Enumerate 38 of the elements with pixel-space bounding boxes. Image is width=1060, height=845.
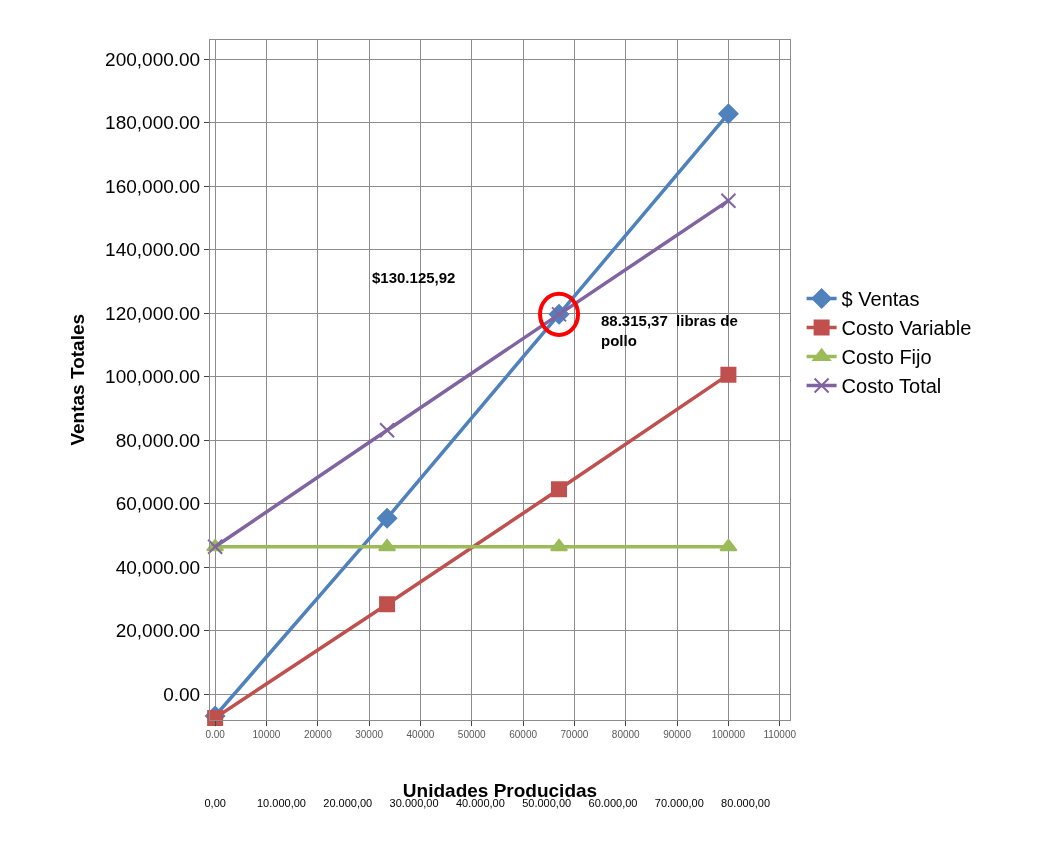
y-tick-label: 20,000.00 bbox=[115, 620, 201, 642]
x-tick-label: 50000 bbox=[457, 728, 487, 740]
x-tick-label: 30000 bbox=[355, 728, 384, 740]
legend-label: Costo Total bbox=[841, 375, 942, 398]
legend-label: Costo Variable bbox=[841, 317, 972, 340]
y-tick-label: 0.00 bbox=[163, 683, 201, 705]
x-tick-label: 80000 bbox=[611, 728, 641, 740]
y-tick-label: 100,000.00 bbox=[105, 366, 201, 388]
x2-tick-label: 40.000,00 bbox=[455, 797, 505, 809]
y-tick-label: 180,000.00 bbox=[105, 112, 201, 134]
x-tick-label: 20000 bbox=[303, 728, 333, 740]
legend-label: Costo Fijo bbox=[841, 346, 932, 369]
x-tick-label: 40000 bbox=[406, 728, 435, 740]
x-tick-label: 0.00 bbox=[205, 728, 226, 740]
x-tick-label: 10000 bbox=[252, 728, 281, 740]
x2-tick-label: 10.000,00 bbox=[257, 797, 306, 809]
legend-label: $ Ventas bbox=[841, 288, 920, 311]
y-tick-label: 40,000.00 bbox=[115, 556, 201, 578]
annotation: 88.315,37 libras de pollo bbox=[601, 312, 738, 349]
y-tick-label: 200,000.00 bbox=[105, 48, 201, 70]
x-tick-label: 60000 bbox=[509, 728, 538, 740]
x2-tick-label: 20.000,00 bbox=[323, 797, 373, 809]
y-tick-label: 80,000.00 bbox=[115, 429, 201, 451]
x-tick-label: 90000 bbox=[663, 728, 692, 740]
x2-tick-label: 0,00 bbox=[204, 797, 226, 809]
x-tick-label: 100000 bbox=[711, 728, 746, 740]
y-axis-title: Ventas Totales bbox=[66, 313, 88, 446]
annotation: $130.125,92 bbox=[372, 269, 456, 286]
y-tick-label: 120,000.00 bbox=[105, 302, 201, 324]
x2-tick-label: 70.000,00 bbox=[654, 797, 704, 809]
y-tick-label: 160,000.00 bbox=[105, 175, 201, 197]
y-tick-label: 60,000.00 bbox=[115, 493, 201, 515]
x-tick-label: 110000 bbox=[763, 728, 797, 740]
x-tick-label: 70000 bbox=[560, 728, 589, 740]
x2-tick-label: 60.000,00 bbox=[588, 797, 638, 809]
x2-tick-label: 80.000,00 bbox=[721, 797, 771, 809]
y-tick-label: 140,000.00 bbox=[105, 239, 201, 261]
x2-tick-label: 50.000,00 bbox=[522, 797, 572, 809]
